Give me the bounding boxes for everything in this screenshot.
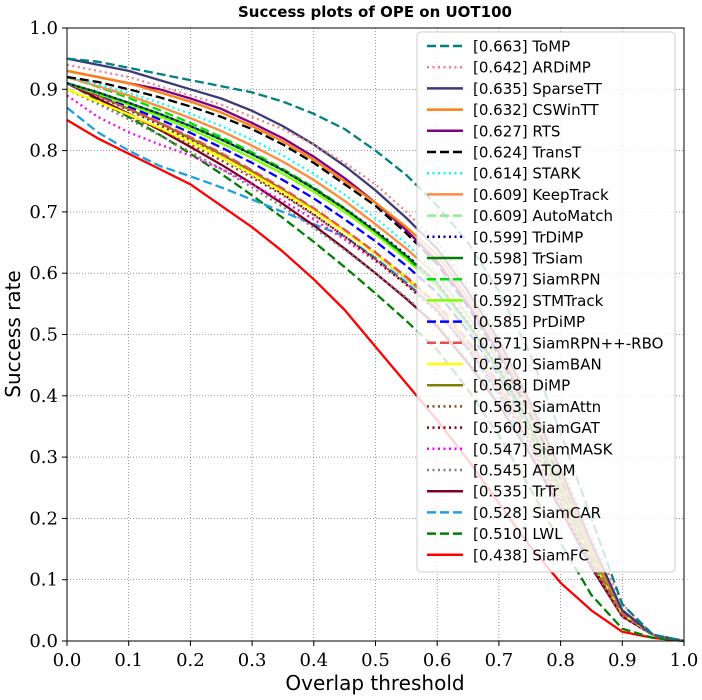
legend-entry: [0.663] ToMP — [473, 38, 570, 56]
legend: [0.663] ToMP [0.642] ARDiMP [0.635] Sparse… — [416, 31, 676, 573]
legend-entry: [0.609] AutoMatch — [473, 207, 613, 225]
ticks: 0.0 0.1 0.2 0.3 0.4 0.5 0.6 0.7 0.8 0.9 1.0 0.0 0.1 0… — [29, 18, 698, 671]
legend-entry: [0.568] DiMP — [473, 377, 570, 395]
x-tick-label: 0.3 — [238, 650, 267, 671]
legend-entry: [0.528] SiamCAR — [473, 504, 601, 522]
series-line-ardimp — [66, 63, 685, 643]
y-tick-label: 0.9 — [29, 79, 58, 100]
series-line-siamattn — [66, 88, 685, 643]
legend-entry: [0.570] SiamBAN — [473, 356, 602, 374]
x-tick-label: 0.2 — [176, 650, 205, 671]
y-axis-label: Success rate — [1, 270, 25, 398]
legend-box — [416, 31, 676, 573]
legend-entry: [0.571] SiamRPN++-RBO — [473, 334, 663, 352]
x-tick-label: 0.1 — [114, 650, 143, 671]
legend-entry: [0.635] SparseTT — [473, 80, 603, 98]
y-tick-label: 0.2 — [29, 508, 58, 529]
series-line-stark — [66, 75, 685, 643]
y-tick-label: 0.8 — [29, 141, 58, 162]
legend-entry: [0.642] ARDiMP — [473, 59, 591, 77]
y-tick-label: 0.1 — [29, 570, 58, 591]
legend-entry: [0.545] ATOM — [473, 462, 575, 480]
legend-entry: [0.592] STMTrack — [473, 292, 604, 310]
series-line-siammask — [66, 94, 685, 643]
legend-entry: [0.535] TrTr — [473, 483, 559, 501]
legend-entry: [0.563] SiamAttn — [473, 398, 601, 416]
y-tick-label: 0.3 — [29, 447, 58, 468]
x-tick-label: 0.4 — [299, 650, 328, 671]
y-tick-label: 0.0 — [29, 631, 58, 652]
y-tick-label: 0.6 — [29, 263, 58, 284]
x-tick-label: 1.0 — [670, 650, 699, 671]
x-tick-label: 0.8 — [546, 650, 575, 671]
legend-entry: [0.547] SiamMASK — [473, 440, 614, 458]
legend-entry: [0.609] KeepTrack — [473, 186, 609, 204]
y-tick-label: 0.5 — [29, 325, 58, 346]
legend-entry: [0.438] SiamFC — [473, 546, 589, 564]
legend-entry: [0.627] RTS — [473, 122, 560, 140]
legend-entry: [0.598] TrSiam — [473, 250, 583, 268]
legend-entry: [0.597] SiamRPN — [473, 271, 601, 289]
legend-entry: [0.624] TransT — [473, 144, 582, 162]
x-tick-label: 0.9 — [608, 650, 637, 671]
legend-entry: [0.510] LWL — [473, 525, 563, 543]
legend-entry: [0.585] PrDiMP — [473, 313, 585, 331]
legend-entry: [0.614] STARK — [473, 165, 582, 183]
x-tick-label: 0.7 — [485, 650, 514, 671]
chart-title: Success plots of OPE on UOT100 — [238, 3, 512, 21]
x-axis-label: Overlap threshold — [285, 671, 464, 695]
series-line-siamfc — [66, 119, 685, 643]
y-tick-label: 0.7 — [29, 202, 58, 223]
y-tick-label: 0.4 — [29, 386, 58, 407]
x-tick-label: 0.6 — [423, 650, 452, 671]
series-line-lwl — [66, 82, 685, 643]
y-tick-label: 1.0 — [29, 18, 58, 39]
legend-entry: [0.560] SiamGAT — [473, 419, 601, 437]
x-tick-label: 0.5 — [361, 650, 390, 671]
legend-entry: [0.599] TrDiMP — [473, 228, 583, 246]
x-tick-label: 0.0 — [53, 650, 82, 671]
legend-entry: [0.632] CSWinTT — [473, 101, 599, 119]
